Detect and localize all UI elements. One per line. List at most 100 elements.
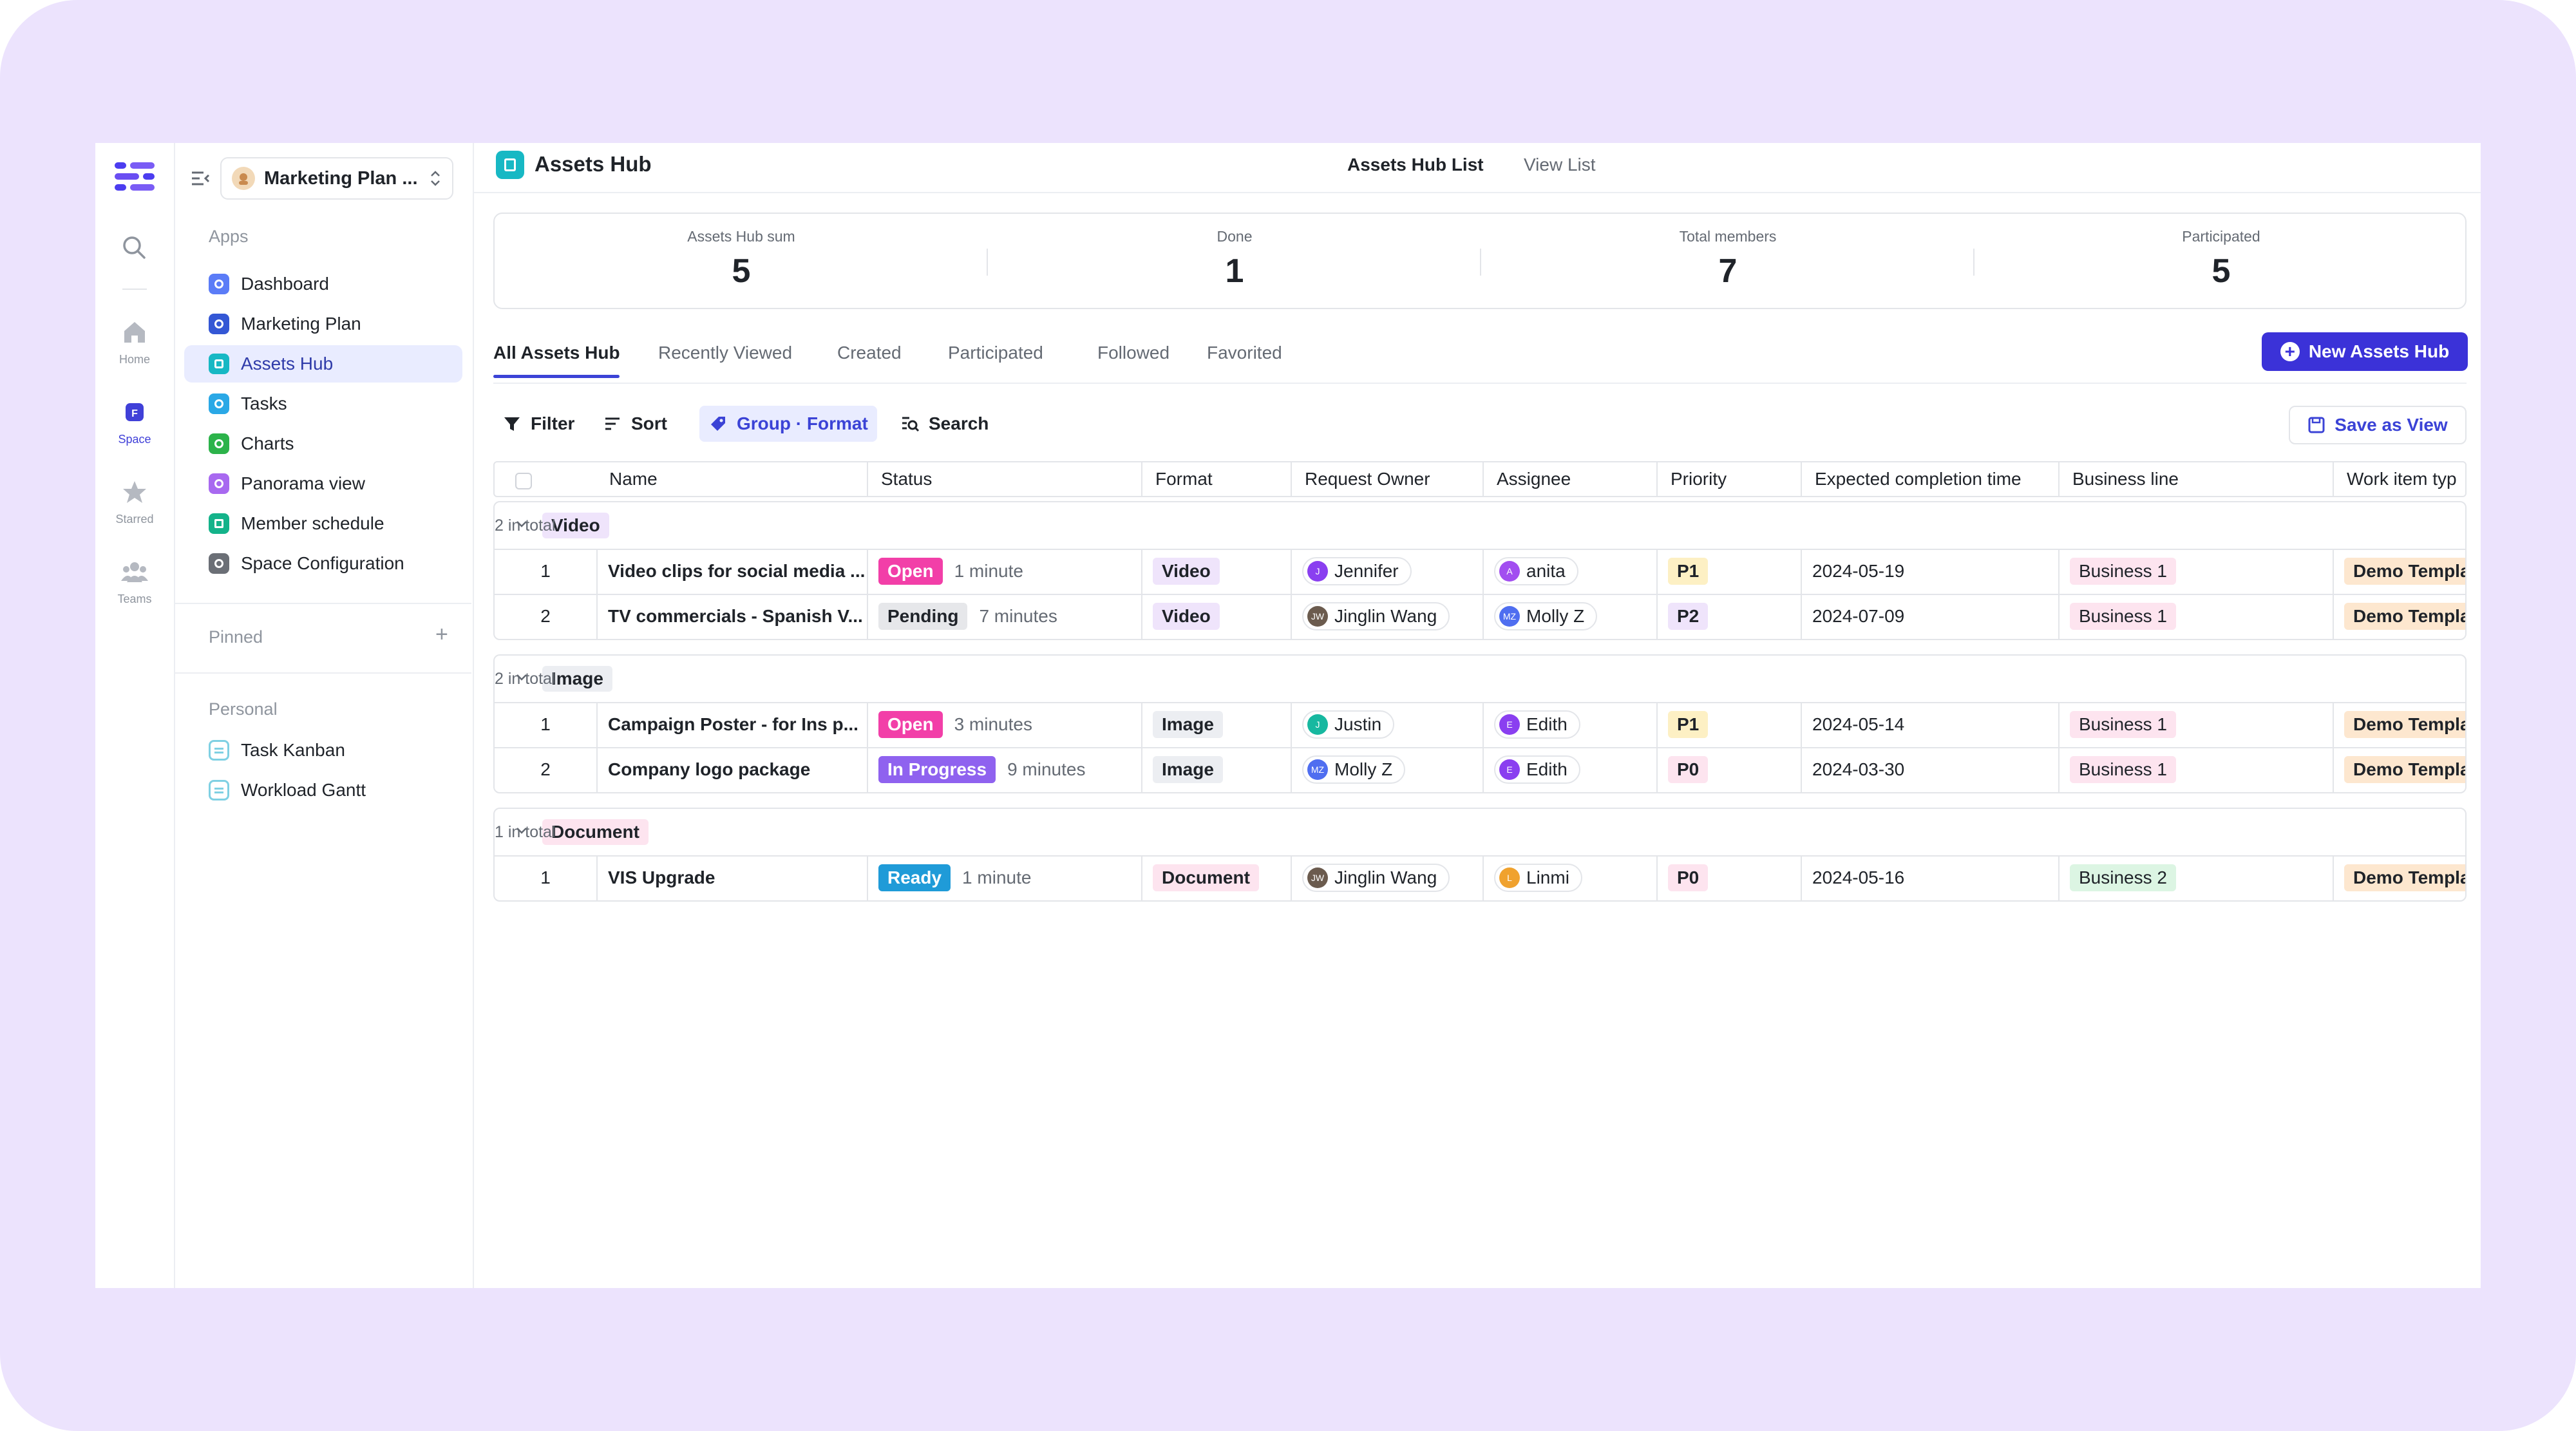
search-button[interactable]: Search [891, 406, 998, 442]
assignee[interactable]: E Edith [1494, 755, 1580, 784]
filter-button[interactable]: Filter [493, 406, 583, 442]
column-header-expected-completion[interactable]: Expected completion time [1801, 462, 2058, 496]
save-as-view-button[interactable]: Save as View [2289, 406, 2467, 444]
work-item-type-tag[interactable]: Demo Template [2344, 864, 2465, 891]
column-header-assignee[interactable]: Assignee [1482, 462, 1656, 496]
status-badge[interactable]: Open [878, 711, 943, 738]
request-owner[interactable]: J Justin [1302, 710, 1395, 739]
format-tag[interactable]: Image [1153, 756, 1223, 783]
business-line-tag[interactable]: Business 1 [2070, 603, 2176, 630]
row-name[interactable]: Campaign Poster - for Ins p... [608, 714, 858, 734]
add-pinned-icon[interactable]: + [435, 622, 448, 647]
request-owner[interactable]: JW Jinglin Wang [1302, 864, 1450, 892]
column-header-name[interactable]: Name [609, 469, 658, 489]
business-line-tag[interactable]: Business 1 [2070, 558, 2176, 585]
format-tag[interactable]: Video [1153, 603, 1220, 630]
group-header[interactable]: Image 2 in total [495, 656, 2465, 703]
sidebar-item-space-configuration[interactable]: Space Configuration [184, 545, 462, 582]
column-header-priority[interactable]: Priority [1656, 462, 1801, 496]
group-header[interactable]: Video 2 in total [495, 502, 2465, 550]
work-item-type-tag[interactable]: Demo Template [2344, 558, 2465, 585]
business-line-tag[interactable]: Business 1 [2070, 711, 2176, 738]
format-tag[interactable]: Image [1153, 711, 1223, 738]
business-line-tag[interactable]: Business 2 [2070, 864, 2176, 891]
table-row[interactable]: 1 Video clips for social media ... Open 1 m… [495, 549, 2465, 595]
priority-badge[interactable]: P0 [1668, 864, 1709, 891]
collapse-sidebar-icon[interactable] [189, 167, 211, 189]
rail-home[interactable]: Home [95, 318, 174, 366]
select-all-checkbox[interactable] [515, 473, 532, 489]
request-owner[interactable]: JW Jinglin Wang [1302, 602, 1450, 630]
sidebar-item-member-schedule[interactable]: Member schedule [184, 505, 462, 542]
completion-date[interactable]: 2024-05-14 [1812, 714, 1905, 734]
group-format-button[interactable]: Group · Format [699, 406, 877, 442]
tab-participated[interactable]: Participated [948, 343, 1043, 363]
new-assets-hub-button[interactable]: + New Assets Hub [2262, 332, 2468, 371]
column-header-work-item-type[interactable]: Work item typ [2333, 462, 2467, 496]
business-cell: Business 1 [2058, 549, 2333, 594]
sidebar-item-panorama-view[interactable]: Panorama view [184, 465, 462, 502]
row-name[interactable]: VIS Upgrade [608, 867, 715, 887]
status-badge[interactable]: Open [878, 558, 943, 585]
row-name[interactable]: Company logo package [608, 759, 811, 779]
sidebar-item-workload-gantt[interactable]: Workload Gantt [184, 772, 462, 809]
table-row[interactable]: 2 TV commercials - Spanish V... Pending 7 m… [495, 594, 2465, 639]
search-icon[interactable] [121, 234, 147, 260]
tab-recently-viewed[interactable]: Recently Viewed [658, 343, 793, 363]
work-item-type-tag[interactable]: Demo Template [2344, 711, 2465, 738]
completion-date[interactable]: 2024-03-30 [1812, 759, 1905, 779]
tab-view-list[interactable]: View List [1524, 155, 1596, 175]
column-header-format[interactable]: Format [1141, 462, 1291, 496]
completion-date[interactable]: 2024-05-16 [1812, 867, 1905, 887]
tab-followed[interactable]: Followed [1097, 343, 1170, 363]
sidebar-item-dashboard[interactable]: Dashboard [184, 265, 462, 303]
rail-space[interactable]: F Space [95, 398, 174, 446]
sidebar-item-marketing-plan[interactable]: Marketing Plan [184, 305, 462, 343]
completion-date[interactable]: 2024-05-19 [1812, 561, 1905, 581]
completion-date[interactable]: 2024-07-09 [1812, 606, 1905, 626]
space-switcher[interactable]: Marketing Plan ... [220, 157, 453, 200]
rail-starred[interactable]: Starred [95, 478, 174, 526]
app-logo-icon[interactable] [115, 160, 155, 193]
sidebar-item-task-kanban[interactable]: Task Kanban [184, 732, 462, 769]
tab-favorited[interactable]: Favorited [1207, 343, 1282, 363]
sidebar-item-tasks[interactable]: Tasks [184, 385, 462, 422]
table-row[interactable]: 2 Company logo package In Progress 9 minute… [495, 747, 2465, 792]
status-badge[interactable]: Ready [878, 864, 951, 891]
priority-badge[interactable]: P0 [1668, 756, 1709, 783]
request-owner[interactable]: J Jennifer [1302, 557, 1412, 585]
sidebar-item-charts[interactable]: Charts [184, 425, 462, 462]
tab-all-assets-hub[interactable]: All Assets Hub [493, 343, 620, 363]
assignee[interactable]: L Linmi [1494, 864, 1582, 892]
sidebar-item-assets-hub[interactable]: Assets Hub [184, 345, 462, 383]
sort-button[interactable]: Sort [594, 406, 676, 442]
priority-badge[interactable]: P1 [1668, 711, 1709, 738]
column-header-request-owner[interactable]: Request Owner [1291, 462, 1482, 496]
format-tag[interactable]: Document [1153, 864, 1259, 891]
status-badge[interactable]: In Progress [878, 756, 996, 783]
priority-badge[interactable]: P2 [1668, 603, 1709, 630]
format-tag[interactable]: Video [1153, 558, 1220, 585]
request-owner[interactable]: MZ Molly Z [1302, 755, 1406, 784]
assignee[interactable]: MZ Molly Z [1494, 602, 1598, 630]
chevron-down-icon[interactable] [514, 670, 529, 685]
status-badge[interactable]: Pending [878, 603, 968, 630]
priority-badge[interactable]: P1 [1668, 558, 1709, 585]
table-row[interactable]: 1 VIS Upgrade Ready 1 minute Document JW Jingl… [495, 855, 2465, 900]
group-header[interactable]: Document 1 in total [495, 809, 2465, 857]
rail-teams[interactable]: Teams [95, 558, 174, 606]
chevron-down-icon[interactable] [514, 516, 529, 532]
work-item-type-tag[interactable]: Demo Template [2344, 756, 2465, 783]
row-name[interactable]: Video clips for social media ... [608, 561, 866, 581]
tab-created[interactable]: Created [837, 343, 902, 363]
tab-assets-hub-list[interactable]: Assets Hub List [1347, 155, 1484, 175]
chevron-down-icon[interactable] [514, 823, 529, 839]
business-line-tag[interactable]: Business 1 [2070, 756, 2176, 783]
column-header-status[interactable]: Status [867, 462, 1141, 496]
work-item-type-tag[interactable]: Demo Template [2344, 603, 2465, 630]
assignee[interactable]: E Edith [1494, 710, 1580, 739]
row-name[interactable]: TV commercials - Spanish V... [608, 606, 863, 626]
column-header-business-line[interactable]: Business line [2058, 462, 2333, 496]
table-row[interactable]: 1 Campaign Poster - for Ins p... Open 3 min… [495, 702, 2465, 748]
